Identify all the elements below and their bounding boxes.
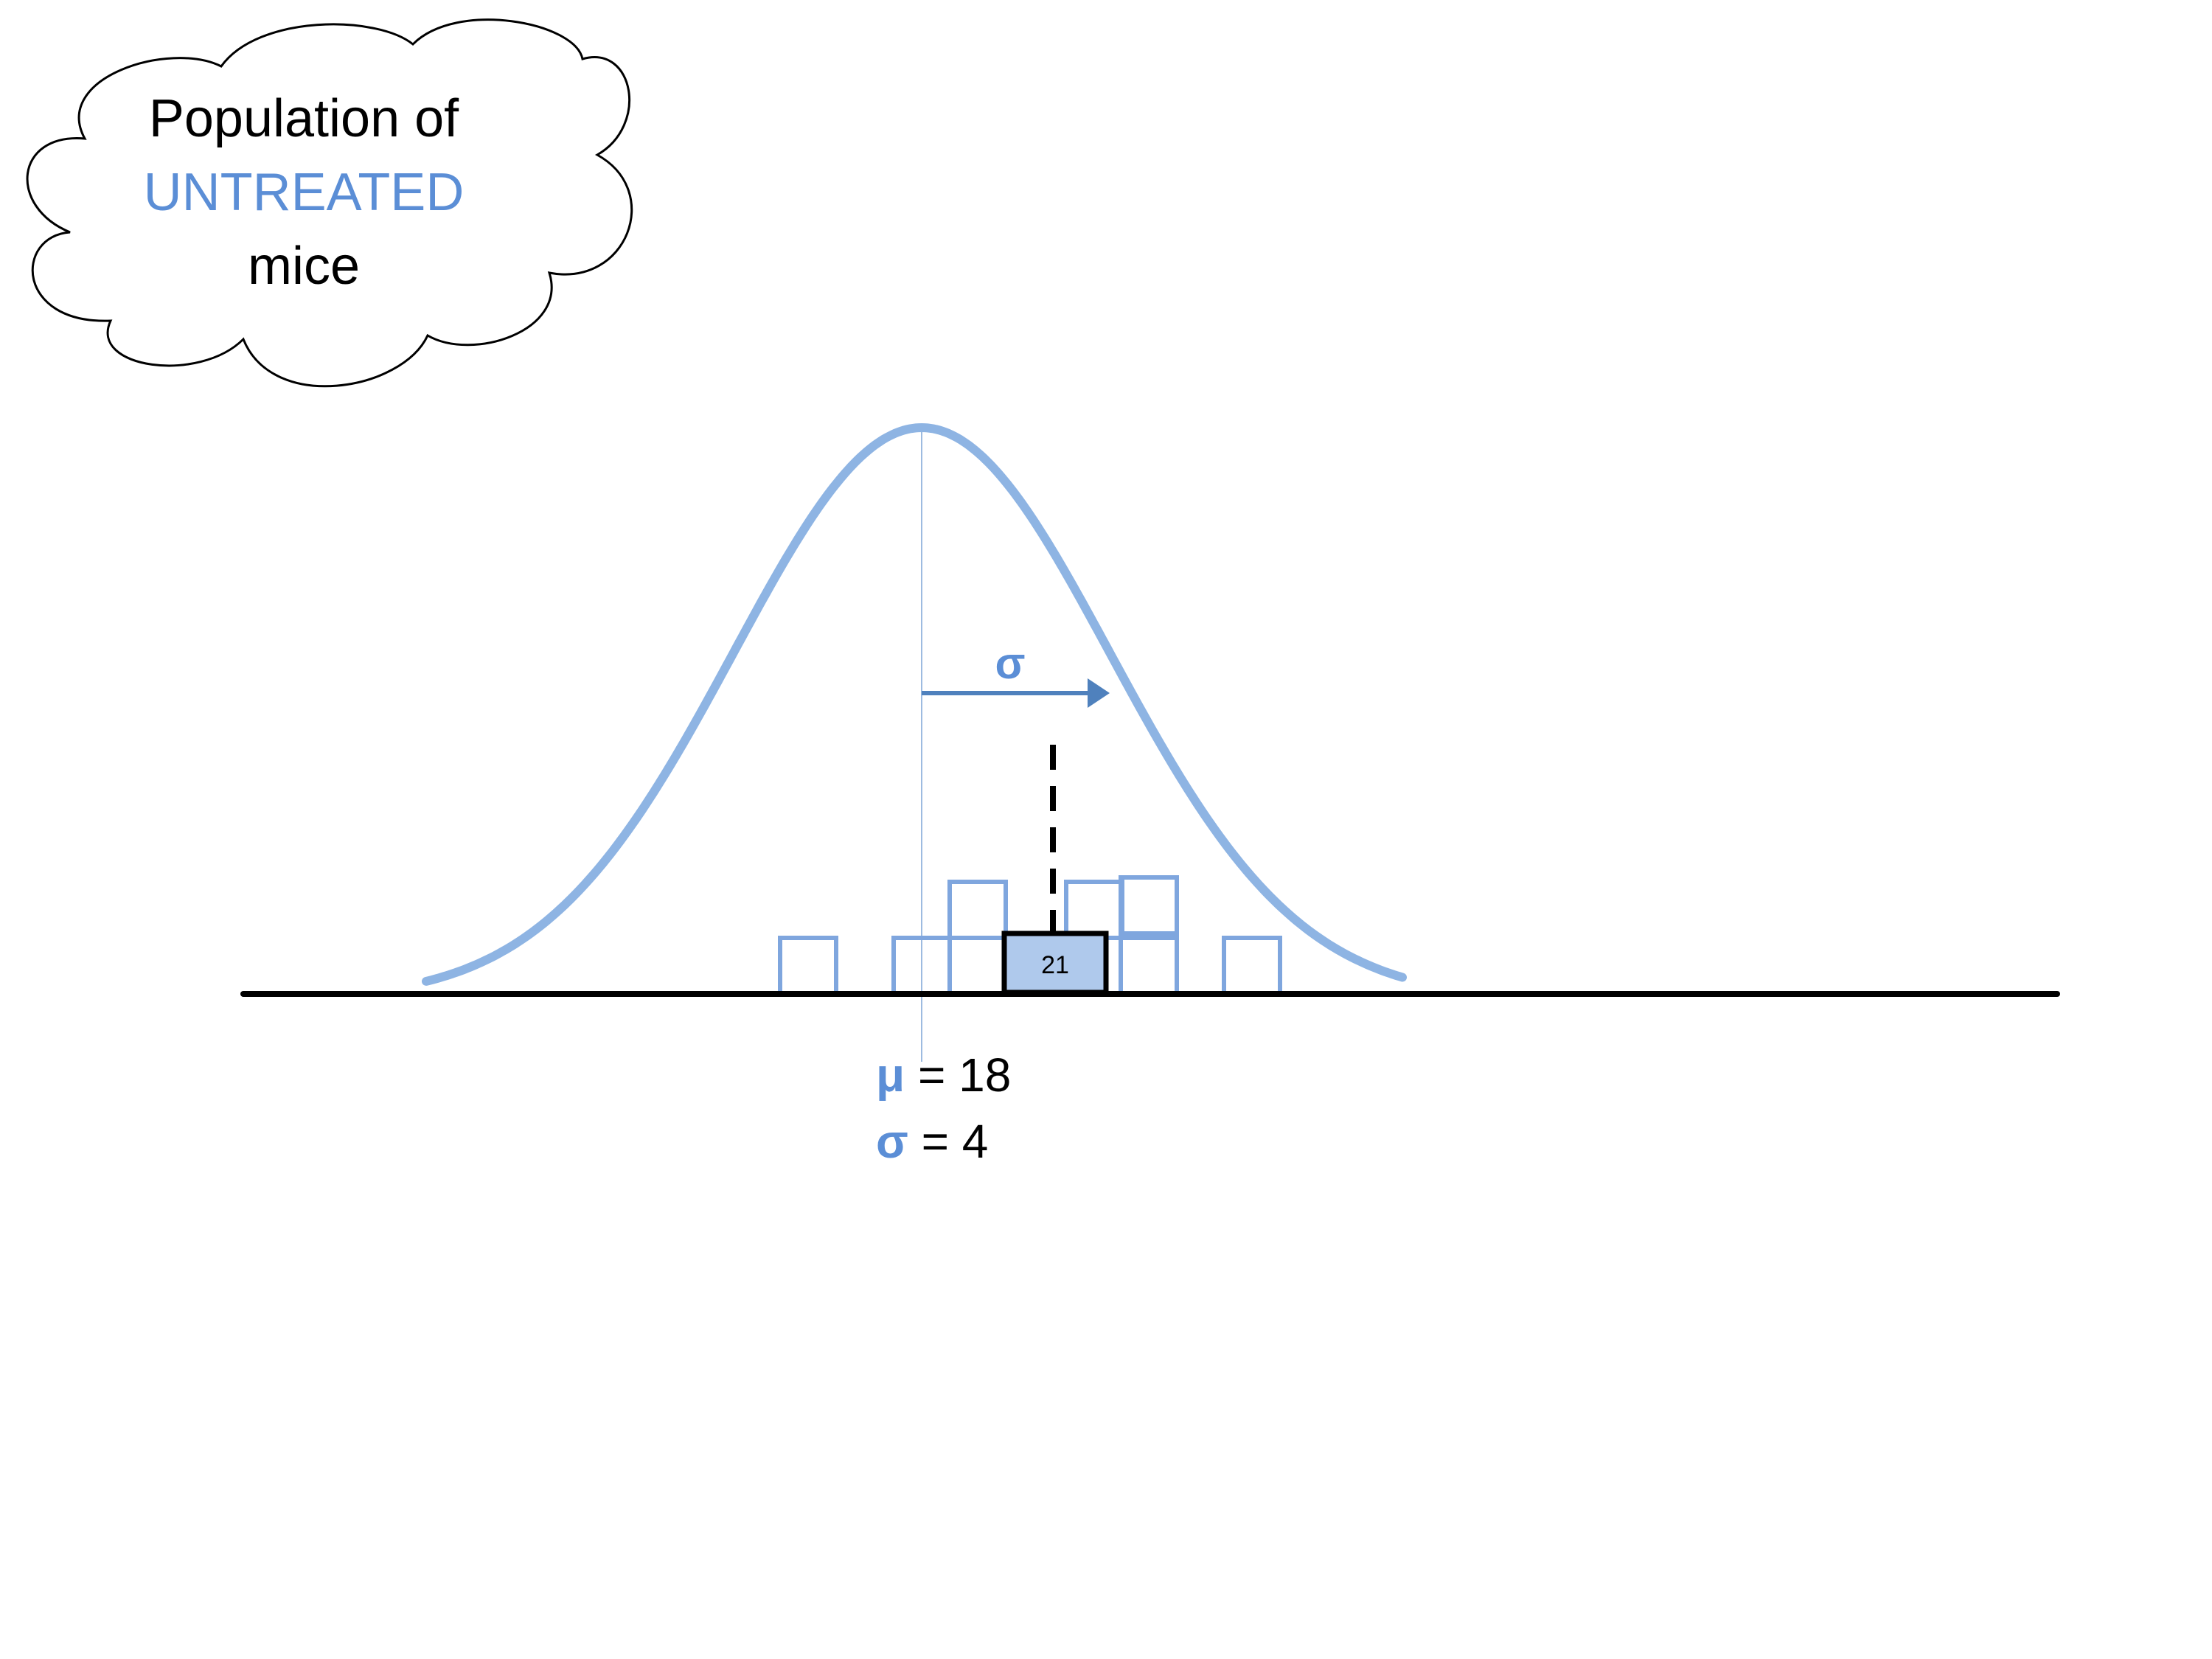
sample-box (947, 936, 1008, 996)
cloud-title-line1: Population of (149, 89, 459, 148)
mu-stat: μ = 18 (876, 1048, 1011, 1102)
sigma-arrow (922, 678, 1110, 708)
sigma-value: = 4 (908, 1115, 989, 1168)
mu-value: = 18 (905, 1048, 1011, 1102)
cloud-group: Population of UNTREATED mice (26, 18, 633, 388)
cloud-title-line2: UNTREATED (144, 163, 465, 222)
cloud-shape (26, 18, 633, 388)
sample-box (1119, 936, 1179, 996)
highlighted-sample: 21 (1001, 931, 1109, 995)
sigma-stat: σ = 4 (876, 1115, 988, 1168)
sigma-symbol: σ (876, 1115, 908, 1168)
sample-box (778, 936, 838, 996)
sample-box (1064, 880, 1124, 940)
sigma-arrow-head (1088, 678, 1110, 708)
highlighted-sample-box (1001, 931, 1109, 995)
mu-symbol: μ (876, 1048, 905, 1102)
normal-distribution-curve (422, 422, 1407, 986)
cloud-title-line3: mice (248, 237, 360, 296)
sigma-arrow-label: σ (995, 639, 1025, 688)
sample-box (1222, 936, 1282, 996)
sample-box (947, 880, 1008, 940)
highlighted-sample-value: 21 (1041, 951, 1069, 979)
sample-box (1119, 875, 1179, 936)
